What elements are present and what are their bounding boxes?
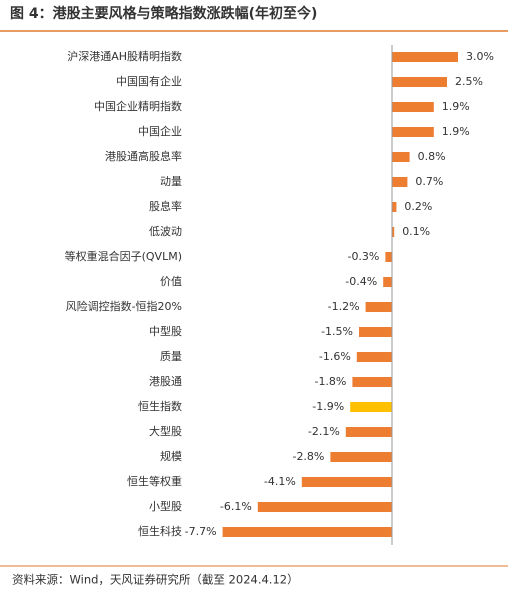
value-label: 0.8% <box>418 150 446 163</box>
bar <box>330 452 392 462</box>
bar <box>392 127 434 137</box>
y-tick-label: 动量 <box>160 175 182 188</box>
source-note: 资料来源：Wind，天风证券研究所（截至 2024.4.12） <box>12 573 299 587</box>
value-label: 1.9% <box>442 125 470 138</box>
bar <box>392 177 408 187</box>
y-tick-label: 中国企业精明指数 <box>94 99 182 113</box>
value-label: 1.9% <box>442 100 470 113</box>
y-tick-label: 沪深港通AH股精明指数 <box>67 49 182 63</box>
y-tick-label: 恒生科技 <box>138 524 182 538</box>
value-label: 2.5% <box>455 75 483 88</box>
bar <box>392 152 410 162</box>
y-tick-label: 价值 <box>160 275 182 288</box>
value-label: -1.9% <box>312 400 344 413</box>
y-tick-label: 等权重混合因子(QVLM) <box>65 249 182 263</box>
value-label: -2.1% <box>308 425 340 438</box>
bar <box>222 527 392 537</box>
y-tick-label: 风险调控指数-恒指20% <box>66 299 182 313</box>
y-tick-label: 中型股 <box>149 324 182 338</box>
value-label: 0.1% <box>402 225 430 238</box>
value-label: 0.7% <box>415 175 443 188</box>
value-label: -6.1% <box>220 500 252 513</box>
y-tick-label: 质量 <box>160 350 182 363</box>
value-label: -4.1% <box>264 475 296 488</box>
value-label: -1.2% <box>328 300 360 313</box>
bar <box>350 402 392 412</box>
value-label: -1.6% <box>319 350 351 363</box>
y-tick-label: 恒生等权重 <box>127 474 182 488</box>
chart-title: 图 4：港股主要风格与策略指数涨跌幅(年初至今) <box>10 5 317 22</box>
value-label: -2.8% <box>292 450 324 463</box>
bar <box>356 352 392 362</box>
bar <box>301 477 392 487</box>
bar <box>383 277 392 287</box>
y-tick-label: 港股通高股息率 <box>105 149 182 163</box>
bar <box>392 227 395 237</box>
bar <box>345 427 392 437</box>
value-label: -1.5% <box>321 325 353 338</box>
value-label: -1.8% <box>314 375 346 388</box>
y-tick-label: 低波动 <box>149 225 182 238</box>
y-tick-label: 小型股 <box>149 499 182 513</box>
y-tick-label: 大型股 <box>149 424 182 438</box>
bar <box>359 327 392 337</box>
y-tick-label: 股息率 <box>149 199 182 213</box>
y-tick-label: 中国企业 <box>138 124 182 138</box>
bar <box>365 302 392 312</box>
y-tick-label: 恒生指数 <box>138 399 182 413</box>
bar <box>257 502 392 512</box>
bar <box>392 102 434 112</box>
value-label: -0.4% <box>345 275 377 288</box>
value-label: 0.2% <box>404 200 432 213</box>
y-tick-label: 港股通 <box>149 375 182 388</box>
y-tick-label: 中国国有企业 <box>116 74 182 88</box>
value-label: 3.0% <box>466 50 494 63</box>
value-label: -0.3% <box>347 250 379 263</box>
bar <box>352 377 392 387</box>
bar <box>385 252 392 262</box>
y-tick-label: 规模 <box>160 449 182 463</box>
bar <box>392 77 447 87</box>
value-label: -7.7% <box>185 525 217 538</box>
bar <box>392 52 458 62</box>
bar <box>392 202 397 212</box>
